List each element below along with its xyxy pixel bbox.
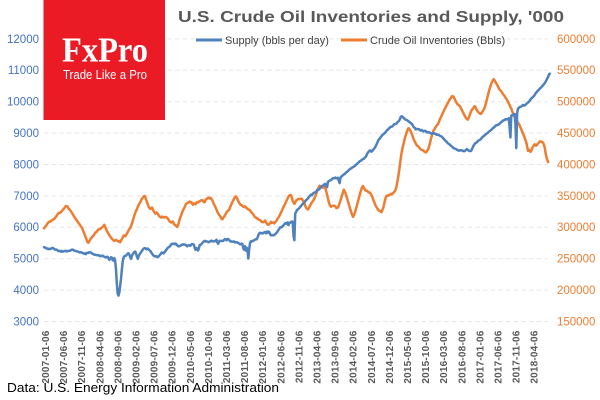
svg-text:8000: 8000: [13, 159, 39, 171]
svg-text:3000: 3000: [13, 316, 39, 328]
svg-text:Data: U.S. Energy Information: Data: U.S. Energy Information Administra…: [7, 380, 279, 395]
svg-text:2010-05-06: 2010-05-06: [186, 330, 197, 383]
svg-text:2014-12-06: 2014-12-06: [385, 330, 396, 383]
svg-text:11000: 11000: [8, 65, 39, 77]
svg-text:7000: 7000: [13, 191, 39, 203]
svg-text:2017-11-06: 2017-11-06: [512, 330, 523, 383]
svg-text:2016-03-06: 2016-03-06: [439, 330, 450, 383]
svg-text:2017-06-06: 2017-06-06: [494, 330, 505, 383]
svg-text:2016-08-06: 2016-08-06: [457, 330, 468, 383]
svg-text:2009-12-06: 2009-12-06: [168, 330, 179, 383]
svg-text:FxPro: FxPro: [62, 31, 148, 70]
svg-text:2011-03-06: 2011-03-06: [222, 330, 233, 383]
svg-text:2015-10-06: 2015-10-06: [421, 330, 432, 383]
svg-text:2011-08-06: 2011-08-06: [240, 330, 251, 383]
svg-text:2008-04-06: 2008-04-06: [95, 330, 106, 383]
svg-text:2017-01-06: 2017-01-06: [475, 330, 486, 383]
svg-text:2012-06-06: 2012-06-06: [276, 330, 287, 383]
svg-text:500000: 500000: [557, 97, 595, 109]
svg-text:10000: 10000: [7, 97, 39, 109]
svg-text:12000: 12000: [7, 34, 39, 46]
svg-text:6000: 6000: [13, 222, 39, 234]
svg-text:2010-10-06: 2010-10-06: [204, 330, 215, 383]
svg-text:300000: 300000: [557, 222, 595, 234]
svg-text:2014-07-06: 2014-07-06: [367, 330, 378, 383]
svg-text:Trade Like a Pro: Trade Like a Pro: [63, 68, 147, 82]
svg-text:Supply (bbls per day): Supply (bbls per day): [225, 35, 329, 47]
svg-text:U.S. Crude Oil Inventories and: U.S. Crude Oil Inventories and Supply, '…: [178, 9, 564, 26]
svg-text:2008-09-06: 2008-09-06: [113, 330, 124, 383]
svg-text:2013-09-06: 2013-09-06: [331, 330, 342, 383]
svg-text:550000: 550000: [557, 65, 595, 77]
svg-text:Crude Oil Inventories (Bbls): Crude Oil Inventories (Bbls): [370, 35, 505, 47]
svg-text:2009-02-06: 2009-02-06: [132, 330, 143, 383]
svg-text:4000: 4000: [13, 285, 39, 297]
svg-text:150000: 150000: [557, 316, 595, 328]
svg-text:2015-05-06: 2015-05-06: [403, 330, 414, 383]
svg-text:2007-01-06: 2007-01-06: [41, 330, 52, 383]
svg-text:2018-04-06: 2018-04-06: [530, 330, 541, 383]
svg-text:2009-07-06: 2009-07-06: [150, 330, 161, 383]
svg-text:2012-11-06: 2012-11-06: [294, 330, 305, 383]
svg-text:2012-01-06: 2012-01-06: [258, 330, 269, 383]
svg-text:2007-11-06: 2007-11-06: [77, 330, 88, 383]
svg-text:400000: 400000: [557, 159, 595, 171]
svg-text:2014-02-06: 2014-02-06: [349, 330, 360, 383]
svg-text:9000: 9000: [13, 128, 39, 140]
svg-text:200000: 200000: [557, 285, 595, 297]
svg-text:350000: 350000: [557, 191, 595, 203]
svg-text:2007-06-06: 2007-06-06: [59, 330, 70, 383]
svg-text:2013-04-06: 2013-04-06: [313, 330, 324, 383]
svg-text:250000: 250000: [557, 254, 595, 266]
svg-text:450000: 450000: [557, 128, 595, 140]
svg-text:5000: 5000: [13, 254, 39, 266]
svg-text:600000: 600000: [557, 34, 595, 46]
